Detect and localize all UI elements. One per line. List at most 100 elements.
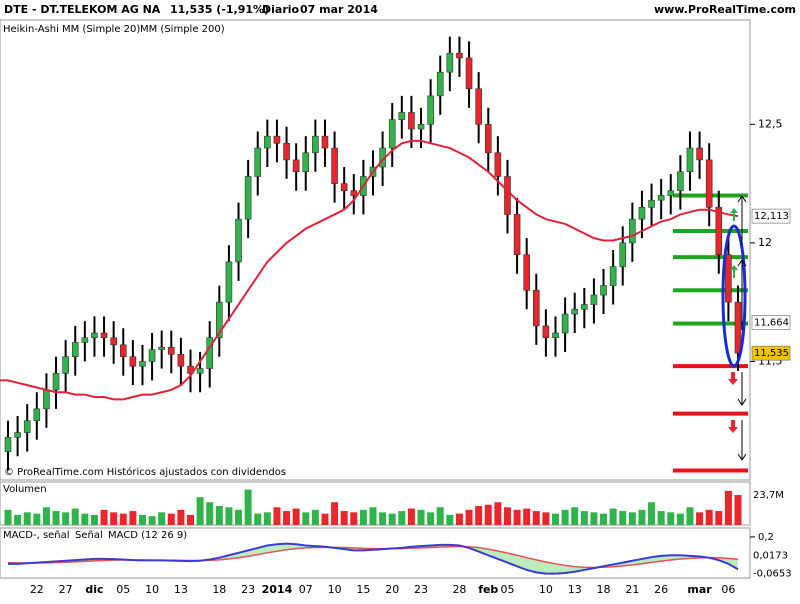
- candle-body: [139, 361, 146, 367]
- volume-bar: [676, 513, 684, 525]
- candle-body: [532, 290, 540, 327]
- price-tag: 11,535: [754, 348, 789, 359]
- volume-bar: [244, 489, 252, 525]
- x-tick-label: 18: [212, 583, 226, 596]
- x-tick-label: 26: [654, 583, 668, 596]
- volume-bar: [62, 512, 70, 525]
- volume-bar: [206, 502, 214, 525]
- volume-bar: [283, 511, 291, 525]
- volume-label: Volumen: [3, 484, 47, 495]
- price-panel: [0, 19, 751, 481]
- candle-body: [292, 159, 300, 173]
- candle-body: [235, 218, 242, 263]
- volume-bar: [158, 512, 166, 525]
- volume-bar: [715, 511, 723, 525]
- candle-body: [484, 124, 492, 154]
- period: Diario: [262, 3, 300, 16]
- volume-bar: [71, 508, 79, 525]
- title: DTE - DT.TELEKOM AG NA: [4, 3, 161, 16]
- volume-bar: [187, 514, 194, 525]
- candle-body: [321, 135, 329, 149]
- volume-bar: [81, 513, 89, 525]
- volume-bar: [196, 497, 204, 525]
- volume-bar: [148, 516, 156, 525]
- volume-bar: [696, 512, 704, 525]
- macd-tick-label: 0,2: [758, 532, 774, 543]
- candle-body: [81, 337, 89, 343]
- candle-body: [475, 88, 482, 125]
- volume-bar: [523, 508, 531, 525]
- x-tick-label: mar: [687, 583, 712, 596]
- candle-body: [340, 183, 348, 192]
- legend-ma200: MM (Simple 200): [140, 24, 225, 35]
- volume-bar: [455, 513, 463, 525]
- x-tick-label: 10: [539, 583, 553, 596]
- website[interactable]: www.ProRealTime.com: [654, 3, 796, 16]
- volume-bar: [42, 507, 50, 525]
- volume-bar: [340, 511, 348, 525]
- candle-body: [167, 346, 175, 355]
- x-tick-label: 21: [625, 583, 639, 596]
- candle-body: [686, 147, 694, 173]
- volume-bar: [369, 507, 377, 525]
- volume-bar: [427, 512, 435, 525]
- x-tick-label: 23: [414, 583, 428, 596]
- x-tick-label: 20: [385, 583, 399, 596]
- volume-bar: [388, 513, 396, 525]
- macd-fill: [8, 543, 738, 574]
- volume-bar: [302, 512, 310, 525]
- candle-body: [734, 301, 742, 354]
- candle-body: [408, 112, 415, 130]
- price-tag: 11,664: [754, 318, 789, 329]
- candle-body: [523, 254, 530, 291]
- volume-bar: [4, 509, 12, 525]
- candle-body: [590, 294, 598, 305]
- volume-bar: [311, 509, 319, 525]
- x-tick-label: 07: [299, 583, 313, 596]
- x-tick-label: 05: [116, 583, 130, 596]
- ma-line: [0, 139, 739, 401]
- quote: 11,535 (-1,91%): [170, 3, 269, 16]
- volume-bar: [561, 509, 569, 525]
- signal-legend: Señal: [75, 530, 103, 541]
- candle-body: [657, 195, 665, 201]
- volume-bar: [359, 509, 367, 525]
- volume-bar: [542, 512, 550, 525]
- volume-bar: [705, 509, 713, 525]
- volume-bar: [446, 514, 454, 525]
- candle-body: [71, 342, 79, 358]
- candle-body: [283, 142, 290, 161]
- candle-body: [619, 242, 627, 267]
- macd-legend: MACD-, señal: [3, 530, 70, 541]
- candle-body: [110, 337, 117, 346]
- x-tick-label: feb: [478, 583, 498, 596]
- candle-body: [312, 135, 319, 154]
- volume-bar: [513, 509, 521, 525]
- volume-bar: [23, 512, 31, 525]
- volume-bar: [52, 511, 60, 525]
- candle-body: [398, 112, 406, 120]
- candle-body: [4, 437, 12, 452]
- candle-body: [62, 356, 69, 374]
- volume-bar: [475, 506, 483, 525]
- volume-bar: [292, 508, 300, 525]
- candle-body: [600, 285, 607, 296]
- volume-bar: [628, 512, 636, 525]
- x-tick-label: 15: [356, 583, 370, 596]
- signal-tag: 0,0173: [753, 550, 788, 561]
- candle-body: [571, 308, 579, 315]
- candle-body: [513, 214, 521, 256]
- volume-bar: [436, 507, 444, 525]
- x-tick-label: 10: [145, 583, 159, 596]
- style-label: Heikin-Ashi: [3, 24, 59, 35]
- volume-bar: [215, 506, 223, 525]
- x-tick-label: 23: [241, 583, 255, 596]
- volume-tag: 23,7M: [753, 490, 784, 501]
- volume-bar: [648, 502, 656, 525]
- volume-bar: [379, 512, 387, 525]
- down-arrows: [728, 372, 738, 433]
- annotations: [721, 195, 747, 461]
- macd-tag: -0,0653: [753, 568, 792, 579]
